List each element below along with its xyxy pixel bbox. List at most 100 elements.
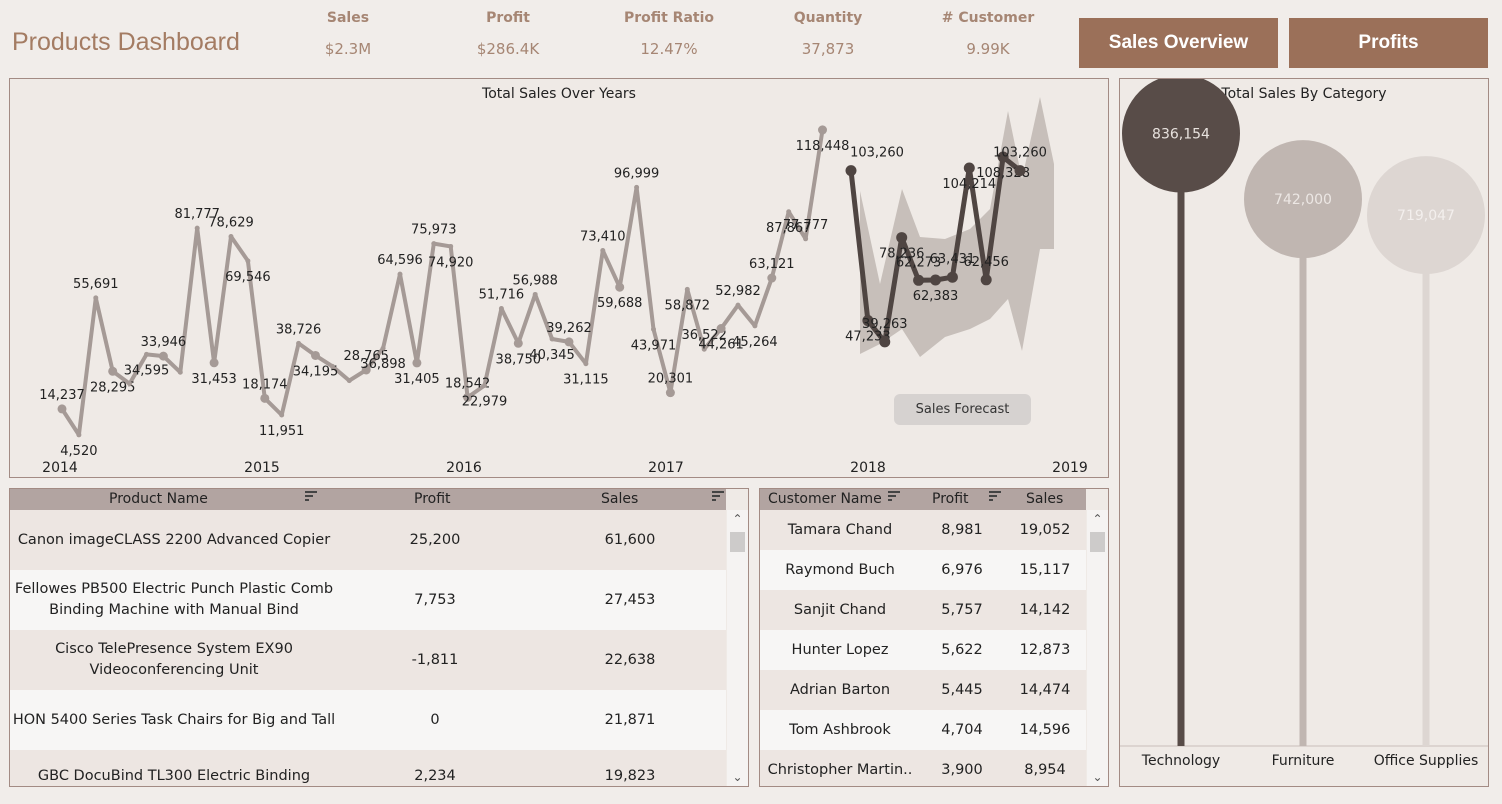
category-label: Furniture [1272, 753, 1335, 769]
sales-cell: 21,871 [604, 711, 656, 728]
data-label: 39,262 [546, 321, 592, 336]
table-row[interactable]: Fellowes PB500 Electric Punch Plastic Co… [10, 570, 726, 630]
actual-point [549, 336, 555, 342]
forecast-data-label: 62,456 [963, 255, 1009, 270]
customer-table-scrollbar[interactable]: ⌃ ⌄ [1087, 510, 1108, 786]
data-label: 40,345 [529, 348, 575, 363]
forecast-point [1014, 165, 1026, 177]
table-header: Customer Name Profit Sales [760, 489, 1086, 510]
data-label: 33,946 [141, 335, 187, 350]
scroll-down-icon[interactable]: ⌄ [1092, 770, 1103, 784]
scroll-up-icon[interactable]: ⌃ [732, 512, 743, 526]
actual-point [583, 361, 589, 367]
data-label: 73,410 [580, 229, 626, 244]
forecast-point [879, 336, 891, 348]
forecast-data-label: 103,260 [850, 146, 904, 161]
profit-cell: 25,200 [409, 531, 461, 548]
col-profit[interactable]: Profit [414, 491, 451, 507]
forecast-point [997, 151, 1009, 163]
forecast-point [896, 232, 908, 244]
actual-point [803, 236, 809, 242]
data-label: 58,872 [665, 298, 711, 313]
table-row[interactable]: Christopher Martin.. 3,900 8,954 [760, 750, 1086, 786]
table-row[interactable]: Cisco TelePresence System EX90 Videoconf… [10, 630, 726, 690]
profit-cell: 6,976 [941, 561, 983, 578]
scroll-down-icon[interactable]: ⌄ [732, 770, 743, 784]
kpi-value: 12.47% [640, 40, 698, 58]
actual-point [76, 432, 82, 438]
col-sales[interactable]: Sales [1026, 491, 1064, 507]
sales-cell: 14,474 [1019, 681, 1071, 698]
table-row[interactable]: Tom Ashbrook 4,704 14,596 [760, 710, 1086, 750]
data-label: 36,898 [360, 357, 406, 372]
scroll-thumb[interactable] [730, 532, 745, 552]
sort-icon[interactable] [305, 491, 317, 501]
kpi-label: # Customer [941, 10, 1035, 26]
profit-cell: 8,981 [941, 521, 983, 538]
product-table-scrollbar[interactable]: ⌃ ⌄ [727, 510, 748, 786]
actual-point [818, 125, 827, 135]
x-tick-label: 2019 [1052, 460, 1088, 476]
data-label: 4,520 [60, 444, 97, 459]
data-label: 20,301 [648, 372, 694, 387]
data-label: 44,261 [698, 338, 744, 353]
actual-point [701, 346, 707, 352]
actual-point [634, 184, 640, 190]
data-label: 34,595 [124, 363, 170, 378]
actual-point [209, 358, 219, 368]
data-label: 96,999 [614, 166, 660, 181]
actual-point [463, 392, 473, 402]
col-product-name[interactable]: Product Name [109, 491, 208, 507]
table-row[interactable]: Adrian Barton 5,445 14,474 [760, 670, 1086, 710]
col-sales[interactable]: Sales [601, 491, 639, 507]
x-tick-label: 2016 [446, 460, 482, 476]
x-tick-label: 2015 [244, 460, 280, 476]
actual-point [412, 358, 422, 368]
table-row[interactable]: Raymond Buch 6,976 15,117 [760, 550, 1086, 590]
data-label: 31,115 [563, 373, 609, 388]
actual-point [615, 282, 625, 292]
actual-point [716, 324, 726, 334]
data-label: 75,973 [411, 223, 457, 238]
table-row[interactable]: GBC DocuBind TL300 Electric Binding Syst… [10, 750, 726, 786]
actual-point [361, 365, 371, 375]
profit-cell: 5,622 [941, 641, 983, 658]
table-row[interactable]: Canon imageCLASS 2200 Advanced Copier 25… [10, 510, 726, 570]
forecast-point [946, 271, 958, 283]
table-row[interactable]: Tamara Chand 8,981 19,052 [760, 510, 1086, 550]
table-row[interactable]: HON 5400 Series Task Chairs for Big and … [10, 690, 726, 750]
product-table: Product Name Profit Sales Canon imageCLA… [10, 489, 748, 786]
sort-icon[interactable] [989, 491, 1001, 501]
forecast-data-label: 63,431 [930, 252, 976, 267]
sales-by-category-panel: Total Sales By Category 836,154 Technolog… [1119, 78, 1489, 787]
sort-icon[interactable] [888, 491, 900, 501]
chart-title: Total Sales By Category [1221, 86, 1387, 102]
sales-overview-button[interactable]: Sales Overview [1079, 18, 1278, 68]
actual-point [767, 273, 777, 283]
profit-cell: 5,445 [941, 681, 983, 698]
col-profit[interactable]: Profit [932, 491, 969, 507]
chart-title: Total Sales Over Years [482, 86, 636, 102]
actual-point [245, 258, 251, 264]
kpi-value: $2.3M [324, 40, 372, 58]
sales-cell: 19,052 [1019, 521, 1071, 538]
product-name-cell: HON 5400 Series Task Chairs for Big and … [12, 711, 336, 728]
scroll-up-icon[interactable]: ⌃ [1092, 512, 1103, 526]
actual-point [513, 338, 523, 348]
profits-button[interactable]: Profits [1289, 18, 1488, 68]
sales-cell: 19,823 [604, 768, 656, 784]
forecast-data-label: 62,383 [913, 289, 959, 304]
actual-point [498, 306, 504, 312]
table-row[interactable]: Sanjit Chand 5,757 14,142 [760, 590, 1086, 630]
kpi-profit: Profit $286.4K [448, 10, 568, 58]
x-tick-label: 2018 [850, 460, 886, 476]
profit-cell: 4,704 [941, 721, 983, 738]
sort-icon[interactable] [712, 491, 724, 501]
table-row[interactable]: Hunter Lopez 5,622 12,873 [760, 630, 1086, 670]
product-name-cell: Fellowes PB500 Electric Punch Plastic Co… [14, 581, 334, 618]
table-header: Product Name Profit Sales [10, 489, 726, 510]
product-name-cell: Cisco TelePresence System EX90 Videoconf… [55, 641, 293, 678]
scroll-thumb[interactable] [1090, 532, 1105, 552]
data-label: 28,295 [90, 380, 136, 395]
col-customer-name[interactable]: Customer Name [768, 491, 882, 507]
